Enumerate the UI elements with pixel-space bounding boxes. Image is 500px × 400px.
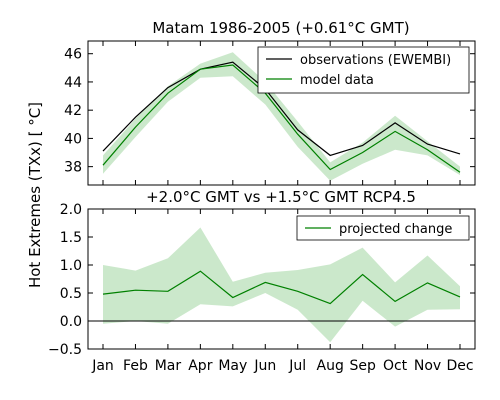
bottom-y-tick-label: 0.5 [60,286,82,302]
x-tick-label: Mar [155,358,182,374]
top-legend: observations (EWEMBI) model data [257,46,470,94]
top-plot-frame [87,40,476,186]
top-series-line-0 [102,61,461,157]
x-tick-label: Jun [253,358,276,374]
bottom-y-tick-label: 1.5 [60,230,82,246]
bottom-series-line-0 [102,270,461,305]
x-tick-label: Nov [414,358,441,374]
top-range-band [103,52,460,181]
x-tick-label: Feb [123,358,148,374]
top-panel: Matam 1986-2005 (+0.61°C GMT) 38 40 42 44 46… [64,19,476,186]
top-series-line-1 [102,64,461,173]
bottom-plot-frame [87,208,476,350]
top-legend-box [257,46,470,94]
x-tick-label: Sep [349,358,376,374]
top-y-tick-label: 44 [64,75,82,91]
top-y-tick-label: 38 [64,160,82,176]
top-y-tick-label: 42 [64,103,82,119]
x-tick-label: Jan [91,358,114,374]
top-panel-title: Matam 1986-2005 (+0.61°C GMT) [152,19,409,37]
bottom-range-band [103,227,460,343]
top-legend-label-1: model data [300,73,374,88]
x-tick-label: Dec [446,358,473,374]
bottom-legend: projected change [296,215,470,241]
x-tick-label: Apr [188,358,212,374]
x-tick-label: May [218,358,247,374]
bottom-y-tick-label: 0.0 [60,314,82,330]
top-y-tick-label: 40 [64,131,82,147]
bottom-y-tick-label: 2.0 [60,202,82,218]
x-tick-label: Aug [317,358,344,374]
bottom-legend-label-0: projected change [339,222,452,237]
bottom-panel: +2.0°C GMT vs +1.5°C GMT RCP4.5 −0.5 0.0 0… [48,188,476,374]
bottom-panel-title: +2.0°C GMT vs +1.5°C GMT RCP4.5 [146,188,416,206]
y-axis-label: Hot Extremes (TXx) [ °C] [26,102,44,288]
x-tick-label: Jul [288,358,306,374]
top-y-tick-label: 46 [64,47,82,63]
x-tick-label: Oct [383,358,408,374]
bottom-y-tick-label: 1.0 [60,258,82,274]
bottom-y-tick-label: −0.5 [48,342,82,358]
top-legend-label-0: observations (EWEMBI) [300,53,451,68]
